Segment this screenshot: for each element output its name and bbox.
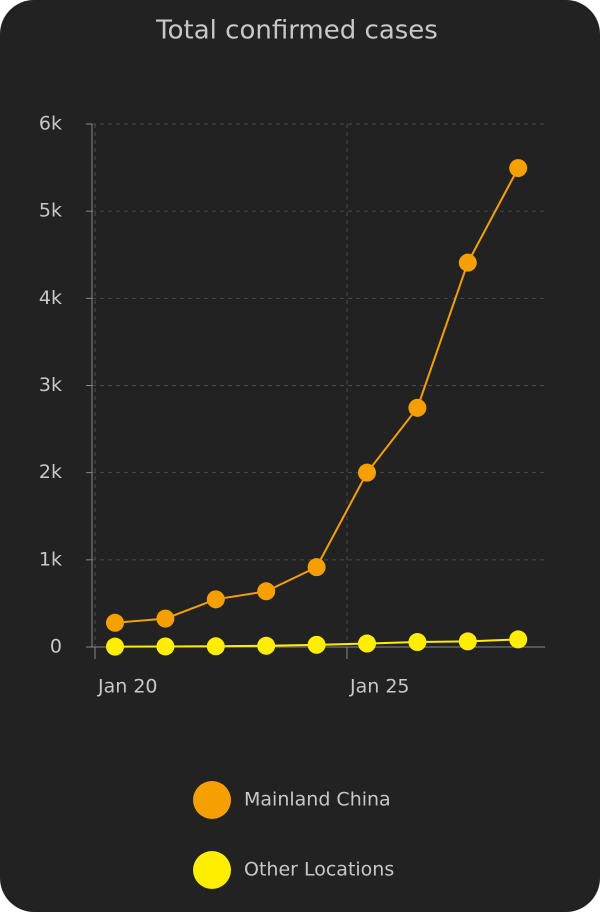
data-point [206, 637, 225, 656]
y-tick-label: 2k [39, 461, 62, 483]
data-point [156, 609, 175, 628]
data-point [358, 634, 376, 653]
y-tick-label: 3k [39, 374, 62, 396]
data-point [458, 632, 477, 651]
legend-label: Mainland China [244, 789, 391, 811]
data-point [509, 630, 528, 649]
y-tick-label: 1k [39, 548, 62, 570]
legend-swatch [193, 781, 231, 819]
data-point [106, 613, 124, 632]
chart-title: Total confirmed cases [155, 16, 438, 46]
data-point [257, 636, 276, 655]
y-tick-label: 5k [39, 200, 62, 222]
data-point [408, 633, 427, 652]
data-point [307, 635, 326, 654]
data-point [156, 637, 175, 656]
data-point [458, 253, 477, 272]
legend-swatch [193, 851, 231, 889]
data-point [358, 463, 376, 482]
x-tick-label: Jan 20 [97, 676, 158, 698]
data-point [106, 637, 124, 656]
data-point [206, 590, 225, 609]
data-point [408, 398, 427, 417]
data-point [509, 159, 528, 178]
y-tick-label: 4k [39, 287, 62, 309]
y-tick-label: 6k [39, 113, 62, 135]
x-tick-label: Jan 25 [349, 676, 410, 698]
data-point [257, 582, 276, 601]
y-tick-label: 0 [50, 636, 62, 658]
data-point [307, 558, 326, 577]
legend-label: Other Locations [244, 859, 394, 881]
